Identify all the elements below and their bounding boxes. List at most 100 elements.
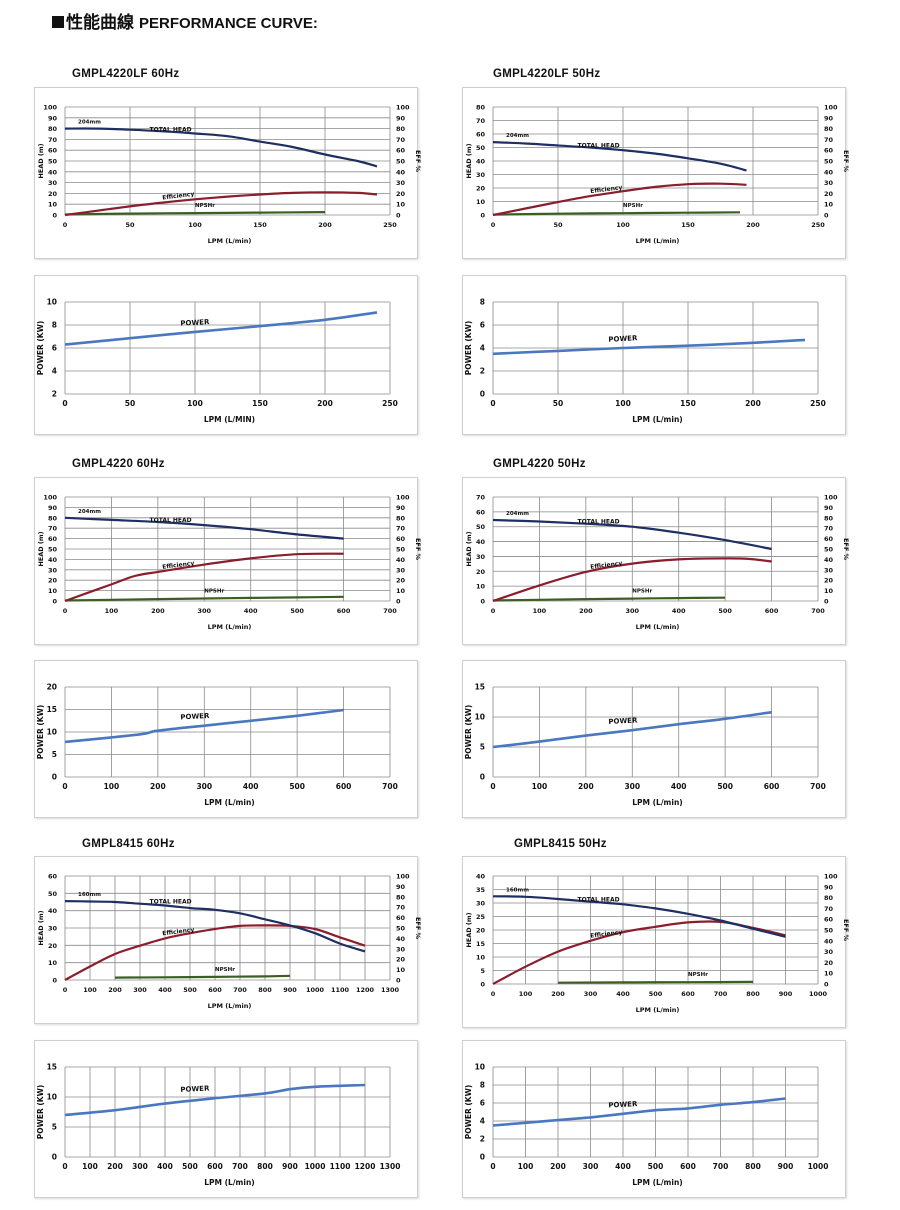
y-tick-label: 10 <box>476 583 486 591</box>
x-tick-label: 200 <box>150 782 166 791</box>
x-tick-label: 0 <box>491 607 496 615</box>
y-axis-label: HEAD (m) <box>465 912 473 947</box>
x-tick-label: 500 <box>718 607 732 615</box>
total-head-label: TOTAL HEAD <box>150 899 192 906</box>
y2-tick-label: 70 <box>396 904 406 912</box>
y2-tick-label: 0 <box>824 212 829 220</box>
y2-tick-label: 60 <box>824 535 834 543</box>
y2-axis-label: EFF % <box>842 150 850 173</box>
x-axis-label: LPM (L/min) <box>632 415 682 424</box>
y2-tick-label: 100 <box>396 873 410 881</box>
y-tick-label: 5 <box>52 750 57 759</box>
power-chart-svg: 0 100 200 300 400 500 600 700 800 900 1000 0 2 4 6 8 10 L… <box>464 1063 828 1188</box>
x-tick-label: 1300 <box>380 1162 401 1171</box>
head-chart-panel: 0 50 100 150 200 250 0 10 20 30 40 50 60 70 80 90 100 0 10… <box>34 87 422 259</box>
power-chart-svg: 0 50 100 150 200 250 0 2 4 6 8 LPM (L/min) POWER (KW… <box>464 298 826 425</box>
y-tick-label: 50 <box>48 890 58 898</box>
power-line <box>492 338 806 356</box>
y2-axis-label: EFF % <box>414 150 422 173</box>
x-axis-label: LPM (L/min) <box>636 623 680 631</box>
x-tick-label: 400 <box>157 1162 173 1171</box>
y-axis-label: POWER (KW) <box>36 1085 45 1140</box>
y-tick-label: 60 <box>48 147 58 155</box>
y-tick-label: 0 <box>480 390 485 399</box>
y-tick-label: 20 <box>476 185 486 193</box>
x-tick-label: 300 <box>624 782 640 791</box>
y-axis-label: POWER (KW) <box>464 1085 473 1140</box>
efficiency-label: Efficiency <box>590 184 623 195</box>
x-tick-label: 400 <box>158 986 172 994</box>
y-tick-label: 100 <box>43 494 57 502</box>
x-tick-label: 600 <box>207 1162 223 1171</box>
x-tick-label: 300 <box>197 607 211 615</box>
y2-tick-label: 80 <box>824 514 834 522</box>
y-tick-label: 0 <box>52 212 57 220</box>
y-axis-label: POWER (KW) <box>464 705 473 760</box>
y2-tick-label: 60 <box>396 147 406 155</box>
x-tick-label: 0 <box>62 399 67 408</box>
grid: 0 50 100 150 200 2500102030405060708001020304… <box>476 104 838 230</box>
y-tick-label: 80 <box>48 125 58 133</box>
head-chart-panel: 0 100 200 300 400 500 600 700 800 900 1000 0 5 10 15 20… <box>462 856 850 1028</box>
total-head-line <box>492 895 786 938</box>
x-tick-label: 1100 <box>330 1162 351 1171</box>
y2-tick-label: 90 <box>824 504 834 512</box>
y-tick-label: 5 <box>480 743 485 752</box>
y-tick-label: 15 <box>47 705 57 714</box>
y2-tick-label: 90 <box>824 114 834 122</box>
x-tick-label: 200 <box>317 399 333 408</box>
head-chart-panel: 0 100 200 300 400 500 600 700 0 10 20 30 40 50 60 70 0 10… <box>462 477 850 645</box>
y2-axis-label: EFF % <box>842 538 850 561</box>
impeller-label: 160mm <box>506 887 529 893</box>
x-tick-label: 700 <box>811 607 825 615</box>
x-tick-label: 800 <box>746 990 760 998</box>
x-axis-label: LPM (L/min) <box>632 798 682 807</box>
head-chart-panel: 0 100 200 300 400 500 600 700 0 10 20 30 40 50 60 70 80 9… <box>34 477 422 645</box>
efficiency-line <box>492 920 786 985</box>
chart-title-gmpl4220lf-50hz: GMPL4220LF 50Hz <box>493 68 601 80</box>
x-tick-label: 50 <box>553 399 563 408</box>
y-tick-label: 15 <box>47 1063 57 1072</box>
y-tick-label: 10 <box>47 728 57 737</box>
y2-tick-label: 100 <box>824 494 838 502</box>
y2-tick-label: 40 <box>824 937 834 945</box>
npshr-line <box>557 980 754 984</box>
y-tick-label: 4 <box>480 1117 485 1126</box>
y2-tick-label: 30 <box>824 179 834 187</box>
x-tick-label: 150 <box>681 221 695 229</box>
y-tick-label: 30 <box>476 900 486 908</box>
x-tick-label: 800 <box>745 1162 761 1171</box>
y2-tick-label: 80 <box>396 514 406 522</box>
head-chart-svg: 0 100 200 300 400 500 600 700010203040506070010… <box>465 494 850 632</box>
y2-tick-label: 90 <box>824 883 834 891</box>
power-chart-panel: 0 50 100 150 200 250 0 2 4 6 8 LPM (L/min) POWER (KW… <box>462 275 846 435</box>
y-tick-label: 0 <box>52 1153 57 1162</box>
total-head-line <box>492 518 772 551</box>
x-tick-label: 250 <box>383 221 397 229</box>
y-tick-label: 4 <box>480 344 485 353</box>
x-tick-label: 0 <box>63 607 68 615</box>
y-tick-label: 6 <box>480 1099 485 1108</box>
power-chart-panel: 0 50 100 150 200 250 2 4 6 8 10 LPM (L/MIN) POWER (K… <box>34 275 418 435</box>
power-label: POWER <box>180 1084 210 1094</box>
x-axis-label: LPM (L/min) <box>632 1178 682 1187</box>
x-tick-label: 300 <box>584 990 598 998</box>
y2-axis-label: EFF % <box>414 538 422 561</box>
y-tick-label: 20 <box>476 927 486 935</box>
grid: 0 100 200 300 400 500 600 700010203040506070010… <box>476 494 838 616</box>
x-tick-label: 100 <box>615 399 631 408</box>
x-tick-label: 700 <box>383 607 397 615</box>
efficiency-line <box>64 191 378 217</box>
x-tick-label: 400 <box>672 607 686 615</box>
total-head-label: TOTAL HEAD <box>578 519 620 526</box>
x-tick-label: 900 <box>283 986 297 994</box>
y-tick-label: 40 <box>48 556 58 564</box>
power-line <box>64 708 344 744</box>
grid: 0 50 100 150 200 250 0 2 4 6 8 <box>480 298 826 409</box>
y-tick-label: 50 <box>476 144 486 152</box>
npshr-label: NPSHr <box>688 972 708 978</box>
y-tick-label: 70 <box>48 136 58 144</box>
y-axis-label: POWER (KW) <box>464 321 473 376</box>
chart-title-gmpl4220lf-60hz: GMPL4220LF 60Hz <box>72 68 180 80</box>
npshr-label: NPSHr <box>215 967 235 973</box>
